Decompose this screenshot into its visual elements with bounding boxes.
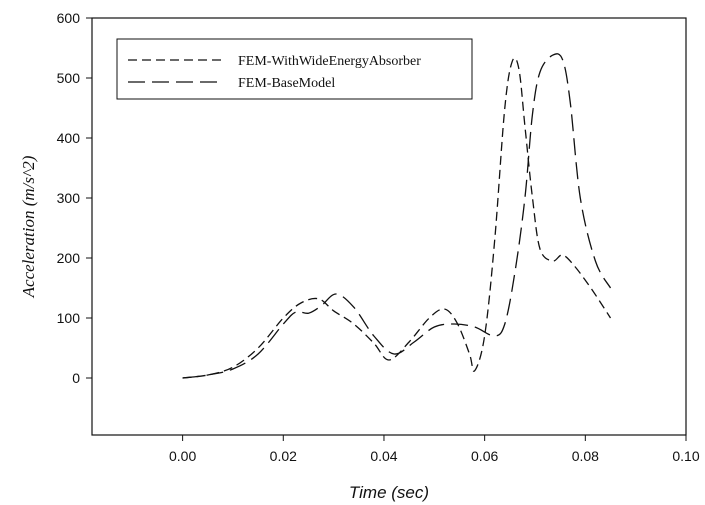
x-tick-label: 0.04 [370, 448, 397, 464]
legend-box [116, 38, 473, 100]
legend-label-base-model: FEM-BaseModel [238, 76, 335, 91]
y-tick-label: 500 [57, 70, 81, 86]
legend: FEM-WithWideEnergyAbsorber FEM-BaseModel [116, 38, 473, 100]
series-line-base-model [182, 53, 612, 379]
y-tick-label: 200 [57, 250, 81, 266]
y-axis-title: Acceleration (m/s^2) [19, 155, 38, 298]
y-tick-label: 0 [72, 370, 80, 386]
x-axis-title: Time (sec) [349, 483, 429, 502]
plot-frame [91, 17, 687, 436]
x-tick-label: 0.08 [572, 448, 599, 464]
y-tick-label: 600 [57, 10, 81, 26]
ticks-layer: 0.00 0.02 0.04 0.06 0.08 0.10 0 100 200 300 400 500… [57, 10, 700, 464]
x-tick-label: 0.02 [270, 448, 297, 464]
x-tick-label: 0.00 [169, 448, 196, 464]
y-tick-label: 400 [57, 130, 81, 146]
series-layer [182, 53, 612, 379]
y-tick-label: 100 [57, 310, 81, 326]
y-tick-label: 300 [57, 190, 81, 206]
x-tick-label: 0.06 [471, 448, 498, 464]
series-line-with-wide-energy-absorber [182, 57, 612, 379]
legend-label-with-wide-energy-absorber: FEM-WithWideEnergyAbsorber [238, 54, 421, 69]
x-tick-label: 0.10 [672, 448, 699, 464]
